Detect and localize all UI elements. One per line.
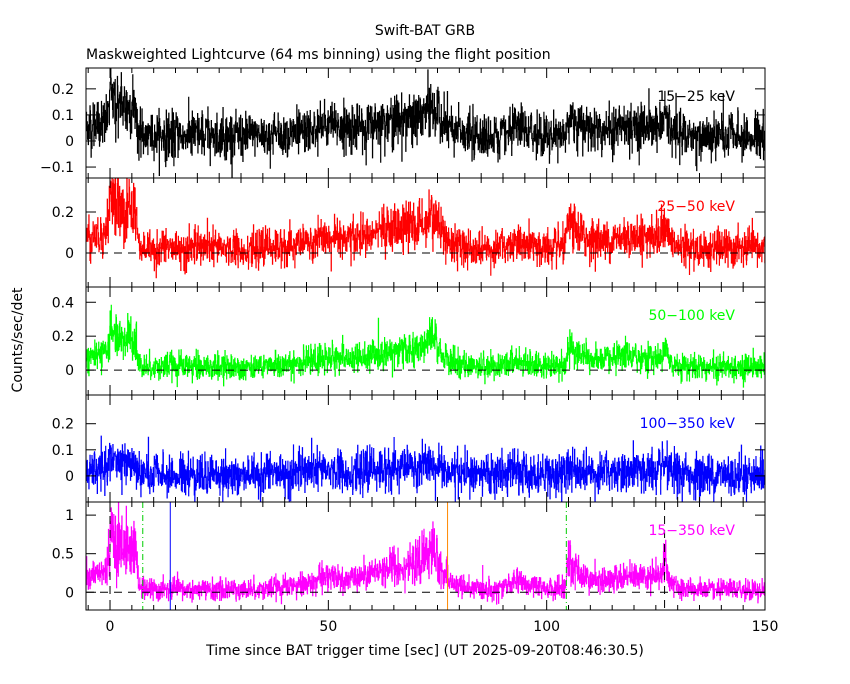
y-tick-label: 0.2 xyxy=(52,205,74,221)
y-tick-label: 0.2 xyxy=(52,329,74,345)
chart-title: Swift-BAT GRB xyxy=(375,23,475,39)
x-tick-label: 50 xyxy=(319,619,337,635)
panel-15-350-kev: 0 0.5 1 15−350 keV xyxy=(52,501,766,611)
y-axis-label: Counts/sec/det xyxy=(10,287,26,392)
panel-50-100-kev: 0 0.2 0.4 50−100 keV xyxy=(52,286,766,396)
x-tick-label: 100 xyxy=(533,619,560,635)
band-label: 15−25 keV xyxy=(657,89,735,105)
y-tick-label: 0 xyxy=(65,246,74,262)
series-line xyxy=(86,435,765,502)
chart-subtitle: Maskweighted Lightcurve (64 ms binning) … xyxy=(86,47,551,63)
y-tick-label: 0 xyxy=(65,585,74,601)
y-tick-label: 1 xyxy=(65,508,74,524)
series-line xyxy=(86,178,765,279)
band-label: 15−350 keV xyxy=(648,523,735,539)
x-tick-label: 150 xyxy=(752,619,779,635)
panel-frame xyxy=(85,501,766,611)
y-tick-label: 0.2 xyxy=(52,417,74,433)
panel-25-50-kev: 0 0.2 25−50 keV xyxy=(52,177,766,288)
y-tick-label: 0.4 xyxy=(52,295,74,311)
series-line xyxy=(86,304,765,388)
y-tick-label: 0.5 xyxy=(52,547,74,563)
band-label: 25−50 keV xyxy=(657,199,735,215)
band-label: 100−350 keV xyxy=(640,416,736,432)
series-line xyxy=(86,68,765,178)
panel-15-25-kev: −0.1 0 0.1 0.2 15−25 keV xyxy=(40,67,766,179)
y-tick-label: 0 xyxy=(65,134,74,150)
y-tick-label: −0.1 xyxy=(40,160,74,176)
y-tick-label: 0 xyxy=(65,469,74,485)
band-label: 50−100 keV xyxy=(648,308,735,324)
x-axis-label: Time since BAT trigger time [sec] (UT 20… xyxy=(205,643,644,659)
series-line xyxy=(86,502,765,605)
y-tick-label: 0.1 xyxy=(52,443,74,459)
y-tick-label: 0.1 xyxy=(52,108,74,124)
y-tick-label: 0.2 xyxy=(52,82,74,98)
x-tick-label: 0 xyxy=(106,619,115,635)
panel-100-350-kev: 0 0.1 0.2 100−350 keV xyxy=(52,394,766,503)
y-tick-label: 0 xyxy=(65,363,74,379)
